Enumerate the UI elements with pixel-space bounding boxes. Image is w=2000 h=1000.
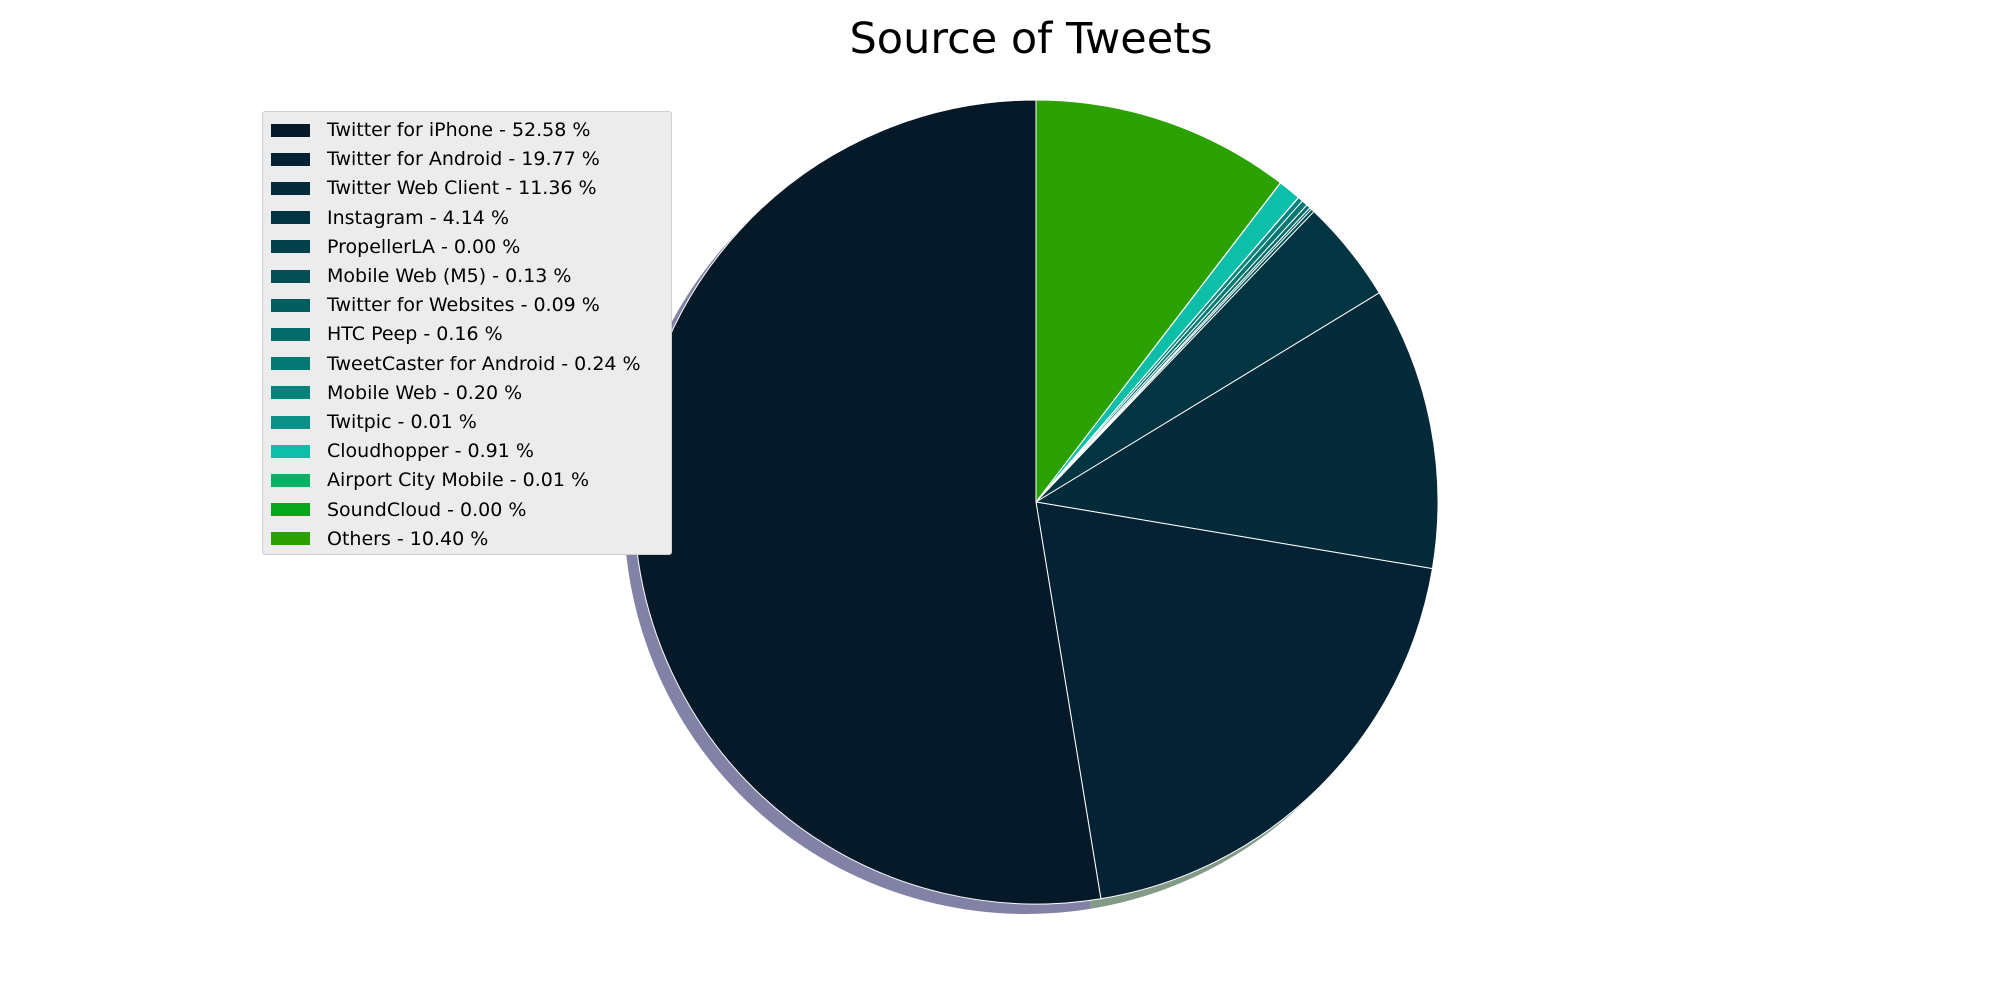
legend-item: Twitpic - 0.01 %	[271, 410, 477, 434]
legend-item: Twitter for Websites - 0.09 %	[271, 293, 600, 317]
legend-item: TweetCaster for Android - 0.24 %	[271, 352, 641, 376]
legend-swatch	[271, 123, 310, 137]
pie-slice-others	[1035, 99, 1282, 504]
legend-swatch	[271, 532, 310, 546]
legend-swatch	[271, 211, 310, 225]
legend-swatch	[271, 415, 310, 429]
legend-swatch	[271, 152, 310, 166]
legend-label: Twitter for Android - 19.77 %	[327, 148, 600, 171]
pie-slice-twitter-for-android	[1035, 501, 1434, 900]
legend-item: SoundCloud - 0.00 %	[271, 498, 526, 522]
legend-label: Instagram - 4.14 %	[327, 206, 509, 229]
legend-swatch	[271, 327, 310, 341]
legend-swatch	[271, 473, 310, 487]
legend-label: Twitpic - 0.01 %	[327, 411, 477, 433]
legend-label: PropellerLA - 0.00 %	[327, 235, 521, 258]
legend-label: Mobile Web (M5) - 0.13 %	[327, 265, 572, 287]
legend-item: Twitter Web Client - 11.36 %	[271, 176, 597, 200]
legend-item: HTC Peep - 0.16 %	[271, 322, 503, 346]
legend-swatch	[271, 357, 310, 371]
legend: Twitter for iPhone - 52.58 % Twitter for …	[262, 111, 672, 555]
legend-label: Twitter Web Client - 11.36 %	[327, 177, 597, 200]
legend-swatch	[271, 269, 310, 283]
legend-label: Others - 10.40 %	[327, 527, 489, 550]
legend-swatch	[271, 298, 310, 312]
legend-item: Mobile Web - 0.20 %	[271, 381, 522, 405]
legend-label: TweetCaster for Android - 0.24 %	[327, 352, 641, 375]
legend-item: Airport City Mobile - 0.01 %	[271, 468, 589, 492]
legend-label: SoundCloud - 0.00 %	[327, 498, 527, 521]
legend-label: Cloudhopper - 0.91 %	[327, 440, 534, 463]
legend-item: Twitter for iPhone - 52.58 %	[271, 118, 590, 142]
legend-swatch	[271, 444, 310, 458]
legend-label: Twitter for iPhone - 52.58 %	[327, 119, 591, 141]
legend-item: Others - 10.40 %	[271, 527, 488, 551]
legend-item: Cloudhopper - 0.91 %	[271, 439, 534, 463]
legend-item: PropellerLA - 0.00 %	[271, 235, 520, 259]
chart-title: Source of Tweets	[849, 14, 1213, 64]
pie-slice-twitter-web-client	[1034, 292, 1439, 570]
pie-slice-twitter-for-iphone	[633, 99, 1102, 905]
legend-item: Mobile Web (M5) - 0.13 %	[271, 264, 571, 288]
legend-label: HTC Peep - 0.16 %	[327, 323, 503, 346]
legend-item: Twitter for Android - 19.77 %	[271, 147, 600, 171]
legend-label: Twitter for Websites - 0.09 %	[327, 294, 600, 317]
legend-swatch	[271, 503, 310, 517]
legend-item: Instagram - 4.14 %	[271, 206, 509, 230]
legend-swatch	[271, 240, 310, 254]
legend-swatch	[271, 386, 310, 400]
legend-label: Mobile Web - 0.20 %	[327, 381, 523, 404]
legend-label: Airport City Mobile - 0.01 %	[327, 469, 590, 492]
legend-swatch	[271, 181, 310, 195]
